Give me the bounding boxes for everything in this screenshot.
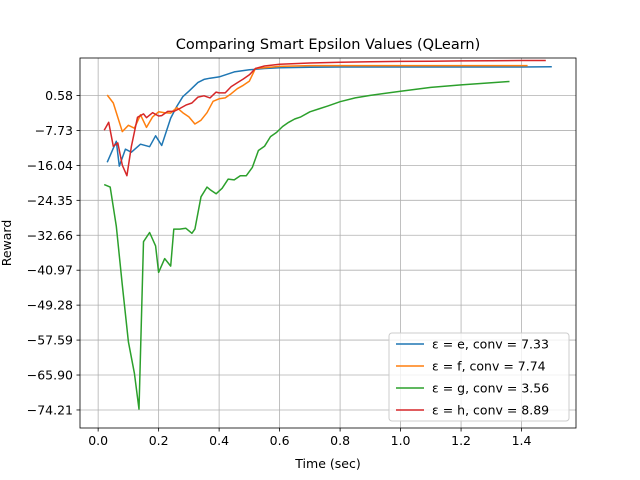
series-line-3 [103, 80, 510, 410]
legend-label-1: ε = e, conv = 7.33 [432, 337, 549, 352]
x-tick-label: 1.2 [451, 433, 471, 448]
x-tick-label: 0.8 [330, 433, 350, 448]
x-tick-label: 1.0 [391, 433, 411, 448]
x-tick-label: 1.4 [512, 433, 532, 448]
series-line-1 [106, 66, 552, 167]
y-tick-label: −7.73 [35, 123, 73, 138]
axis-ticks: 0.0 0.2 0.4 0.6 0.8 1.0 1.2 1.4 0.58 −7.73 −16.04 −… [27, 88, 532, 448]
legend-label-4: ε = h, conv = 8.89 [432, 403, 549, 418]
x-axis-label: Time (sec) [294, 456, 360, 471]
chart-title: Comparing Smart Epsilon Values (QLearn) [176, 37, 481, 53]
y-tick-label: −24.35 [27, 193, 73, 208]
y-tick-label: −16.04 [27, 158, 73, 173]
legend-box [388, 332, 570, 422]
x-tick-label: 0.2 [149, 433, 169, 448]
x-tick-label: 0.0 [88, 433, 108, 448]
x-tick-label: 0.6 [270, 433, 290, 448]
grid-lines [80, 58, 576, 428]
x-tick-label: 0.4 [209, 433, 229, 448]
plot-series [103, 59, 552, 410]
legend-label-3: ε = g, conv = 3.56 [432, 381, 549, 396]
plot-frame [79, 57, 577, 429]
legend: ε = e, conv = 7.33 ε = f, conv = 7.74 ε = … [388, 332, 570, 422]
y-tick-label: −65.90 [27, 368, 73, 383]
series-line-4 [103, 59, 546, 177]
y-tick-label: −40.97 [27, 263, 73, 278]
legend-label-2: ε = f, conv = 7.74 [432, 359, 546, 374]
y-axis-label: Reward [0, 220, 14, 267]
y-tick-label: −32.66 [27, 228, 73, 243]
y-tick-label: 0.58 [45, 88, 73, 103]
y-tick-label: −74.21 [27, 402, 73, 417]
y-tick-label: −57.59 [27, 333, 73, 348]
series-line-2 [106, 64, 528, 133]
y-tick-label: −49.28 [27, 298, 73, 313]
